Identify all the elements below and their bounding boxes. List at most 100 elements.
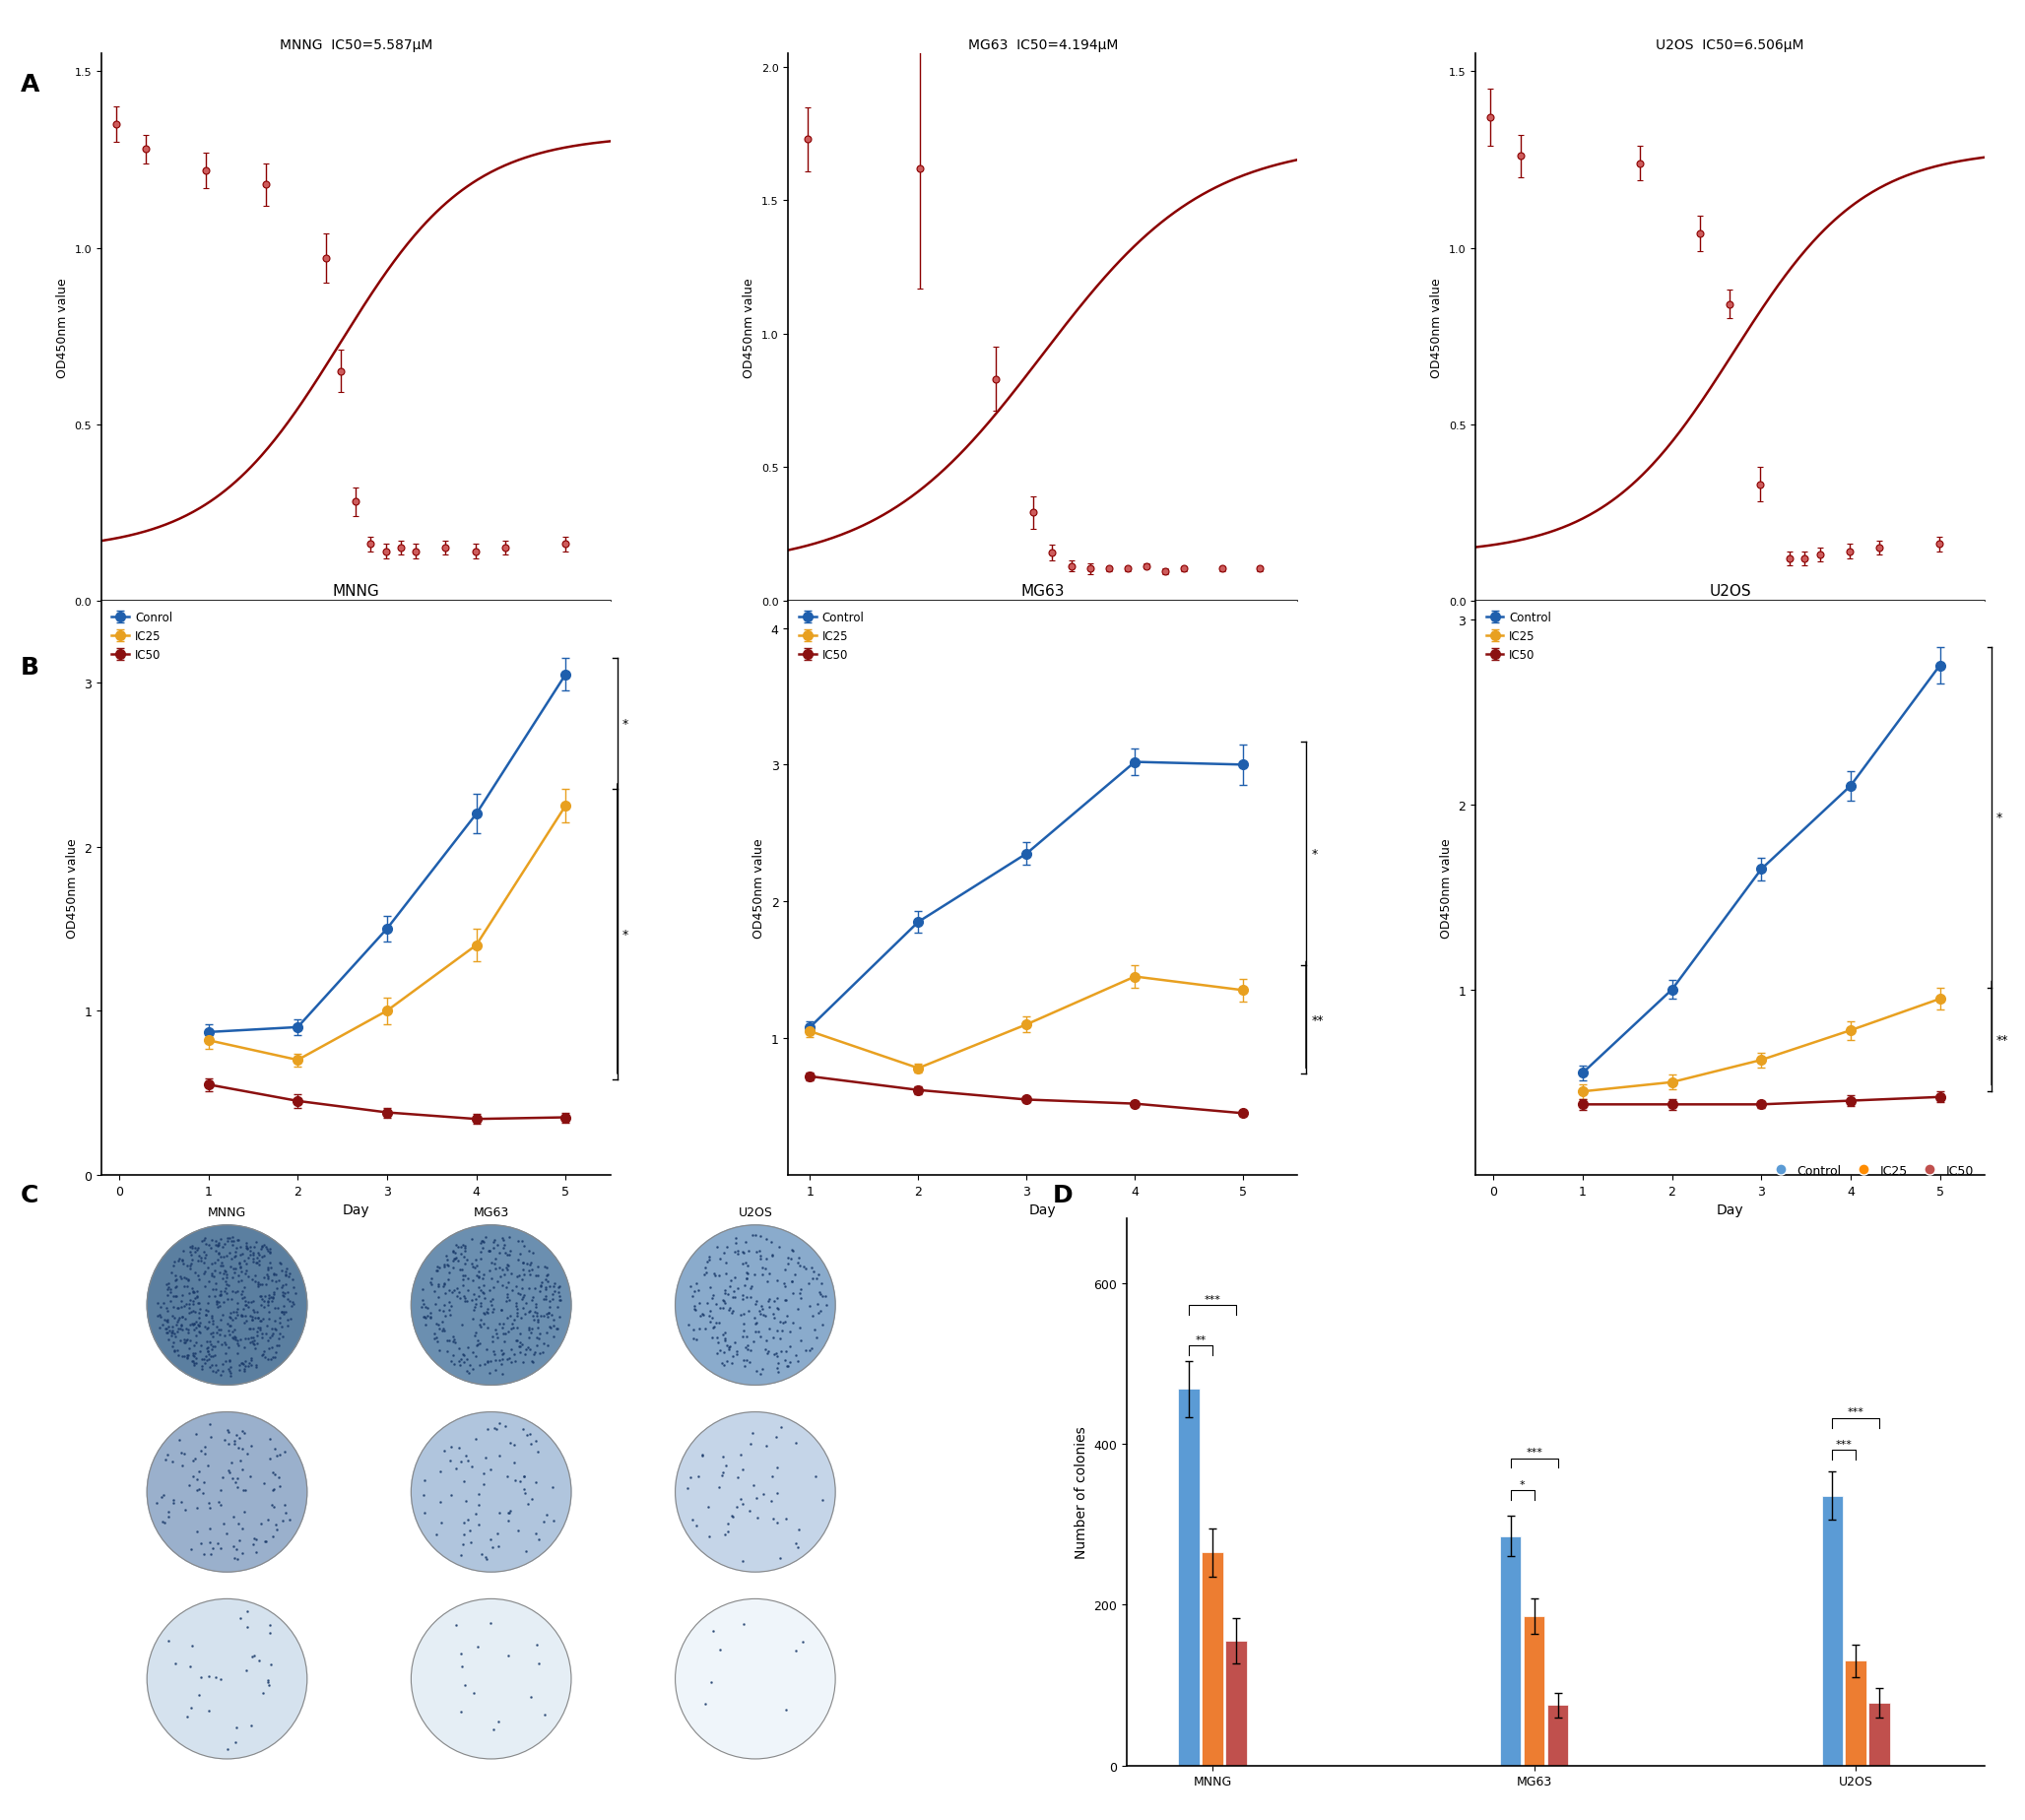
Point [703, 1261, 735, 1290]
Point [464, 1305, 496, 1334]
Point [543, 1301, 575, 1330]
Point [243, 1272, 275, 1301]
Point [225, 1241, 257, 1270]
Point [162, 1314, 194, 1343]
Point [178, 1309, 211, 1338]
Point [200, 1289, 233, 1318]
Point [194, 1330, 227, 1360]
Point [510, 1420, 543, 1449]
Point [156, 1321, 188, 1350]
Point [433, 1258, 466, 1287]
Point [701, 1329, 733, 1358]
Point [539, 1269, 571, 1298]
Point [261, 1274, 294, 1303]
Point [263, 1463, 296, 1492]
Point [721, 1492, 753, 1522]
Point [711, 1452, 743, 1481]
Point [241, 1525, 273, 1554]
Point [500, 1298, 533, 1327]
Point [215, 1303, 247, 1332]
Point [180, 1494, 213, 1523]
Point [810, 1281, 842, 1310]
Point [727, 1345, 759, 1374]
Point [203, 1228, 235, 1258]
Point [174, 1327, 207, 1356]
Point [460, 1290, 492, 1320]
Point [514, 1296, 547, 1325]
Point [158, 1336, 190, 1365]
Point [178, 1316, 211, 1345]
Point [450, 1671, 482, 1700]
Point [223, 1261, 255, 1290]
Point [168, 1325, 200, 1354]
Point [802, 1259, 834, 1289]
Point [180, 1309, 213, 1338]
Text: *: * [622, 928, 628, 941]
Point [686, 1441, 719, 1471]
Point [689, 1689, 721, 1718]
Point [257, 1279, 290, 1309]
Point [486, 1223, 518, 1252]
Point [407, 1274, 439, 1303]
Point [235, 1323, 267, 1352]
Point [176, 1341, 209, 1370]
Point [747, 1480, 780, 1509]
Point [474, 1287, 506, 1316]
Point [253, 1445, 286, 1474]
Point [476, 1272, 508, 1301]
Point [470, 1443, 502, 1472]
Point [245, 1314, 277, 1343]
Point [227, 1278, 259, 1307]
Point [215, 1356, 247, 1385]
Point [255, 1283, 288, 1312]
Point [156, 1292, 188, 1321]
Point [229, 1232, 261, 1261]
Point [225, 1301, 257, 1330]
Title: U2OS: U2OS [1709, 584, 1752, 599]
Point [207, 1241, 239, 1270]
Point [727, 1249, 759, 1278]
Point [711, 1330, 743, 1360]
Point [466, 1227, 498, 1256]
Point [421, 1283, 454, 1312]
Point [184, 1320, 217, 1349]
Point [737, 1471, 770, 1500]
Point [729, 1270, 761, 1299]
Point [486, 1314, 518, 1343]
Point [235, 1314, 267, 1343]
Point [504, 1320, 537, 1349]
Point [763, 1543, 796, 1572]
Point [409, 1310, 441, 1340]
Point [500, 1301, 533, 1330]
Point [709, 1239, 741, 1269]
Point [198, 1281, 231, 1310]
Point [508, 1299, 541, 1329]
Point [241, 1318, 273, 1347]
Point [194, 1350, 227, 1380]
Point [235, 1301, 267, 1330]
Point [452, 1505, 484, 1534]
Point [269, 1258, 302, 1287]
Point [729, 1249, 761, 1278]
Point [164, 1263, 196, 1292]
Point [209, 1340, 241, 1369]
Point [188, 1249, 221, 1278]
Point [415, 1270, 448, 1299]
Point [518, 1338, 551, 1367]
Point [474, 1609, 506, 1638]
Y-axis label: OD450nm value: OD450nm value [1430, 278, 1444, 379]
Point [203, 1327, 235, 1356]
Ellipse shape [411, 1412, 571, 1572]
Point [200, 1230, 233, 1259]
Point [261, 1294, 294, 1323]
Point [506, 1330, 539, 1360]
Point [739, 1290, 772, 1320]
Point [709, 1327, 741, 1356]
Point [164, 1325, 196, 1354]
Point [472, 1349, 504, 1378]
Point [678, 1323, 711, 1352]
Point [439, 1243, 472, 1272]
Point [731, 1321, 763, 1350]
Point [446, 1232, 478, 1261]
Point [170, 1496, 203, 1525]
